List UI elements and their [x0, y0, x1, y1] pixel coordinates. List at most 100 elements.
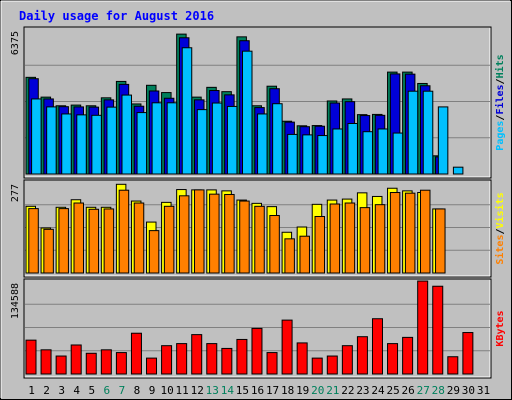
bar-sites-11	[178, 195, 190, 274]
bar-pages-7	[121, 94, 132, 175]
legend-kbytes: KBytes	[495, 310, 506, 346]
bar-pages-14	[226, 105, 238, 175]
legend: KBytes	[495, 310, 506, 346]
bar-pages-15	[242, 50, 253, 175]
bar-kbytes-14	[221, 347, 233, 375]
legend-separator: /	[495, 115, 506, 121]
legend-separator: /	[495, 78, 506, 84]
legend: Pages/Files/Hits	[494, 54, 506, 150]
bar-pages-28	[437, 106, 449, 175]
bar-pages-11	[181, 47, 193, 175]
bar-sites-3	[58, 208, 69, 274]
bar-sites-9	[148, 230, 160, 274]
x-tick-day-26: 26	[402, 384, 415, 397]
bar-kbytes-29	[447, 356, 459, 375]
bar-sites-26	[404, 192, 416, 274]
legend-files: Files	[494, 84, 506, 114]
bar-kbytes-27	[417, 280, 429, 375]
bar-pages-6	[106, 106, 117, 175]
bar-sites-25	[389, 192, 401, 274]
x-tick-day-6: 6	[104, 384, 111, 397]
legend-hits: Hits	[494, 54, 506, 78]
bar-sites-28	[435, 208, 446, 274]
bar-pages-13	[211, 102, 223, 175]
bar-pages-16	[257, 113, 268, 175]
bar-pages-26	[407, 90, 419, 175]
panel-3: 134588 KBytes	[10, 278, 506, 379]
bar-sites-16	[254, 205, 265, 274]
bar-sites-24	[374, 204, 386, 274]
x-tick-day-12: 12	[191, 384, 204, 397]
bar-pages-1	[31, 98, 42, 175]
x-tick-day-2: 2	[43, 384, 50, 397]
x-tick-day-28: 28	[432, 384, 445, 397]
x-tick-day-21: 21	[326, 384, 339, 397]
x-tick-day-13: 13	[206, 384, 219, 397]
bar-sites-17	[269, 215, 280, 274]
bar-kbytes-9	[146, 357, 158, 375]
bar-kbytes-12	[191, 334, 203, 375]
x-tick-day-23: 23	[356, 384, 369, 397]
bar-pages-10	[166, 102, 178, 175]
bar-kbytes-22	[341, 345, 353, 375]
x-tick-day-11: 11	[176, 384, 189, 397]
bar-kbytes-16	[251, 327, 263, 375]
bar-kbytes-28	[432, 285, 444, 375]
x-tick-day-17: 17	[266, 384, 279, 397]
legend-pages: Pages	[495, 121, 506, 151]
x-tick-day-19: 19	[296, 384, 309, 397]
bar-kbytes-26	[402, 336, 414, 375]
legend: Sites/Visits	[494, 192, 506, 264]
x-tick-day-16: 16	[251, 384, 264, 397]
bar-kbytes-6	[100, 349, 112, 375]
bar-pages-4	[76, 114, 87, 175]
bar-kbytes-15	[236, 338, 248, 375]
bar-sites-2	[43, 228, 54, 274]
bar-sites-7	[118, 189, 130, 274]
panel-2: 277 Sites/Visits	[10, 179, 506, 278]
bar-kbytes-25	[387, 343, 399, 375]
x-tick-day-1: 1	[28, 384, 35, 397]
x-tick-day-22: 22	[341, 384, 354, 397]
bar-pages-22	[347, 123, 358, 175]
bar-kbytes-19	[296, 342, 308, 375]
bar-sites-12	[194, 189, 205, 274]
bar-pages-8	[136, 112, 148, 175]
bar-sites-4	[73, 202, 84, 274]
bar-sites-13	[209, 193, 220, 274]
bar-sites-22	[344, 202, 356, 274]
x-tick-day-31: 31	[477, 384, 490, 397]
x-tick-day-18: 18	[281, 384, 294, 397]
bar-pages-5	[91, 114, 102, 175]
bar-pages-24	[377, 128, 389, 175]
legend-visits: Visits	[494, 192, 506, 228]
bar-sites-18	[284, 238, 295, 274]
bar-pages-19	[302, 134, 313, 175]
x-tick-day-8: 8	[134, 384, 141, 397]
bar-sites-14	[224, 193, 235, 274]
y-max-label: 277	[10, 184, 21, 202]
x-tick-day-25: 25	[386, 384, 399, 397]
bar-kbytes-1	[25, 339, 37, 375]
bar-kbytes-2	[40, 349, 52, 375]
bar-kbytes-18	[281, 319, 293, 375]
bar-pages-18	[287, 133, 298, 175]
x-tick-day-3: 3	[58, 384, 65, 397]
x-tick-day-30: 30	[462, 384, 475, 397]
bar-kbytes-4	[70, 344, 82, 375]
bar-sites-20	[314, 215, 326, 274]
x-tick-day-29: 29	[447, 384, 460, 397]
bar-sites-5	[88, 208, 100, 274]
bar-kbytes-23	[356, 336, 368, 375]
x-tick-day-24: 24	[371, 384, 385, 397]
bar-pages-25	[392, 132, 404, 175]
bar-kbytes-21	[326, 355, 338, 375]
x-tick-day-20: 20	[311, 384, 324, 397]
bar-kbytes-20	[311, 357, 323, 375]
x-tick-day-10: 10	[160, 384, 173, 397]
bar-kbytes-30	[462, 332, 474, 375]
bar-kbytes-13	[206, 343, 218, 375]
legend-sites: Sites	[494, 235, 506, 265]
